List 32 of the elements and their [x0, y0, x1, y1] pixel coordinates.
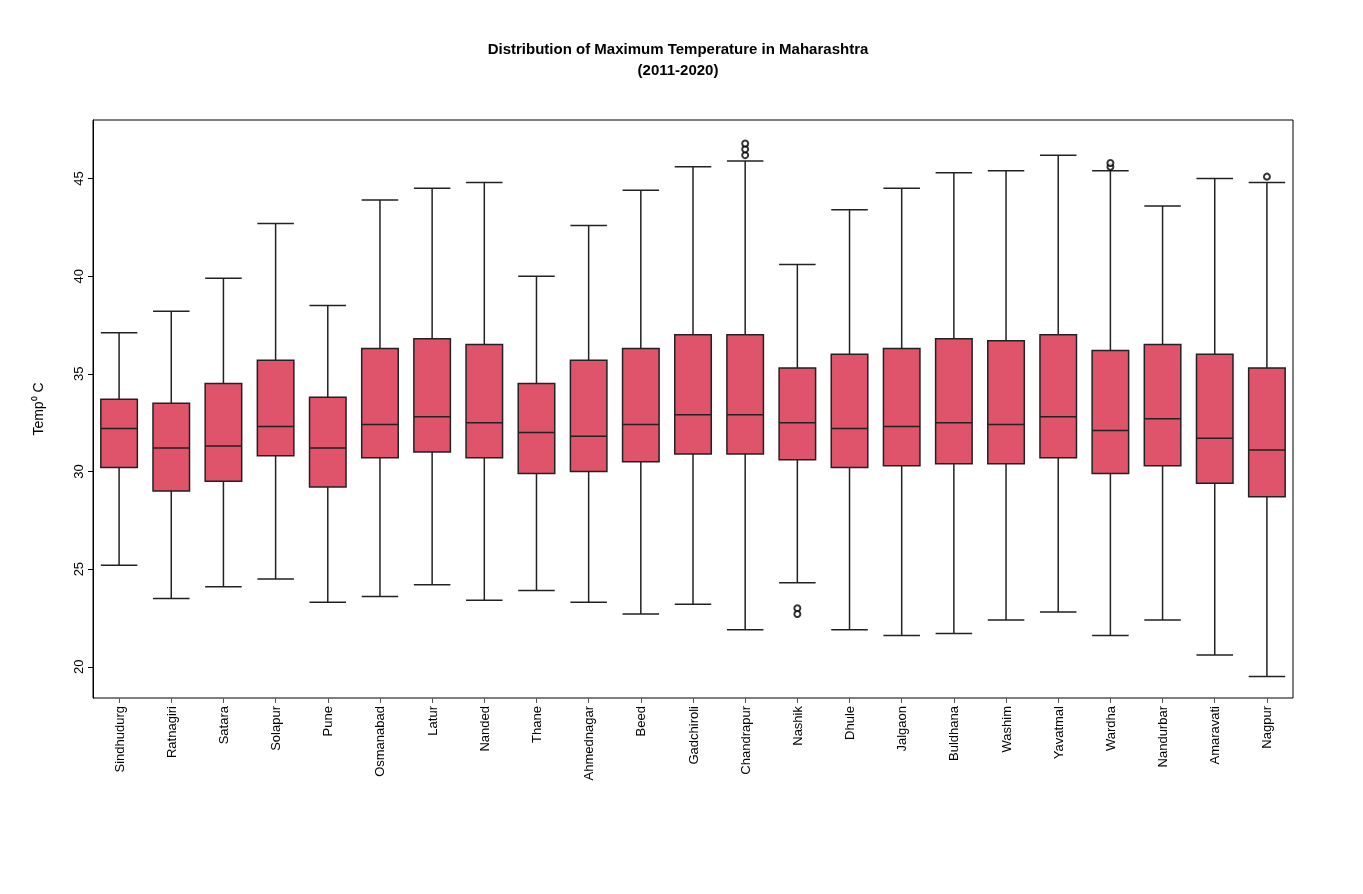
- x-tick-label: Chandrapur: [737, 705, 753, 775]
- x-tick-label: Buldhana: [946, 705, 962, 761]
- x-tick-label: Gadchiroli: [685, 705, 701, 765]
- chart-subtitle: (2011-2020): [637, 61, 719, 78]
- y-tick-label: 40: [71, 268, 86, 284]
- x-tick-label: Jalgaon: [894, 706, 910, 752]
- y-tick-label: 45: [71, 171, 86, 186]
- y-tick-label: 25: [71, 561, 86, 577]
- y-tick-label: 20: [71, 659, 86, 674]
- y-tick-label: 35: [71, 366, 86, 382]
- x-tick-label: Amaravati: [1207, 705, 1223, 765]
- x-tick-label: Osmanabad: [372, 706, 388, 777]
- x-tick-label: Ahmednagar: [581, 705, 597, 781]
- x-tick-label: Beed: [633, 706, 649, 737]
- x-tick-label: Thane: [528, 706, 544, 743]
- chart-title: Distribution of Maximum Temperature in Maharashtra: [487, 40, 869, 57]
- y-axis-title: Temp⁰ C: [30, 382, 46, 436]
- x-tick-label: Nagpur: [1259, 705, 1275, 749]
- y-tick-label: 30: [71, 464, 86, 479]
- x-tick-label: Latur: [424, 705, 440, 736]
- x-tick-label: Dhule: [842, 706, 858, 740]
- x-tick-label: Yavatmal: [1050, 705, 1066, 760]
- x-tick-label: Ratnagiri: [163, 705, 179, 759]
- x-tick-label: Nashik: [789, 705, 805, 746]
- x-tick-label: Solapur: [268, 705, 284, 751]
- x-tick-label: Pune: [320, 706, 336, 737]
- x-tick-label: Washim: [998, 706, 1014, 753]
- x-tick-label: Nanded: [476, 706, 492, 752]
- x-tick-label: Satara: [215, 705, 231, 745]
- x-tick-label: Wardha: [1102, 705, 1118, 752]
- x-tick-label: Sindhudurg: [111, 706, 127, 773]
- x-tick-label: Nandurbar: [1155, 705, 1171, 768]
